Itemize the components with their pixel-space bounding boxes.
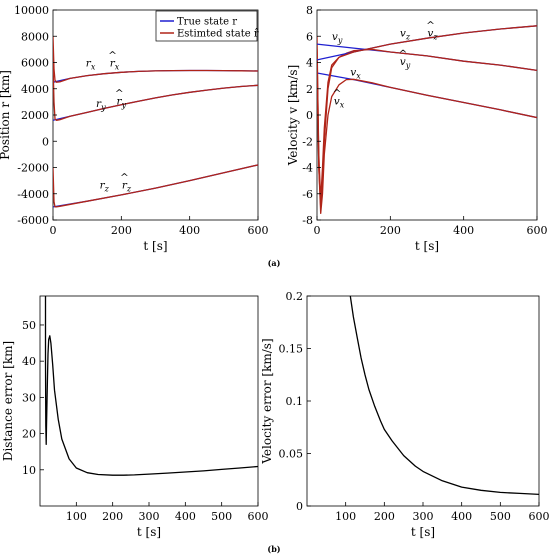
y-axis-label: Distance error [km]	[1, 341, 15, 461]
x-tick-label: 200	[380, 224, 401, 237]
y-axis-label: Position r [km]	[0, 70, 12, 160]
y-tick-label: 8000	[21, 30, 49, 43]
y-axis-label: Velocity v [km/s]	[286, 65, 300, 167]
x-axis-label: t [s]	[411, 525, 435, 539]
hat-accent: ^	[120, 172, 129, 184]
x-tick-label: 600	[527, 224, 548, 237]
y-tick-label: 4000	[21, 83, 49, 96]
y-tick-label: 0	[306, 109, 313, 122]
x-tick-label: 500	[490, 510, 511, 523]
x-tick-label: 600	[529, 510, 550, 523]
x-tick-label: 400	[179, 224, 200, 237]
series-line-5	[53, 164, 258, 208]
y-tick-label: 4	[306, 57, 313, 70]
series-annotation: rz	[100, 180, 110, 194]
series-line-5	[317, 25, 537, 208]
series-group	[44, 296, 258, 476]
x-tick-label: 0	[314, 224, 321, 237]
y-tick-label: 0	[296, 500, 303, 513]
hat-accent: ^	[333, 88, 342, 100]
legend-label: True state r	[177, 17, 237, 28]
y-tick-label: -4	[302, 162, 313, 175]
x-tick-label: 300	[413, 510, 434, 523]
x-tick-label: 300	[139, 510, 160, 523]
series-line-4	[53, 164, 258, 208]
y-tick-label: -6	[302, 188, 313, 201]
series-annotation: rz	[122, 180, 132, 194]
series-group	[53, 36, 258, 208]
chart-distance-error: 100 200 300 400 500 600 10 20 30 40 50 t [s] Distanc…	[1, 295, 269, 539]
series-line-1	[317, 36, 537, 215]
y-tick-label: 2000	[21, 109, 49, 122]
series-annotation: vx	[334, 96, 345, 110]
x-tick-label: 600	[248, 224, 269, 237]
chart-position: 0 200 400 600 -6000 -4000 -2000 0 2000 4000 6000 80…	[0, 4, 269, 253]
plot-frame	[306, 295, 540, 507]
series-annotation: vy	[400, 56, 411, 70]
hat-accent: ^	[115, 88, 124, 100]
x-tick-label: 400	[451, 510, 472, 523]
y-tick-label: -2000	[17, 162, 49, 175]
y-tick-label: 6	[306, 30, 313, 43]
series-annotation: vz	[400, 27, 411, 41]
y-tick-label: 8	[306, 4, 313, 17]
y-tick-label: 2	[306, 83, 313, 96]
series-annotation: ry	[117, 96, 127, 110]
y-tick-label: 0.15	[279, 343, 304, 356]
panel-label-b: (b)	[267, 544, 280, 554]
legend-box	[155, 10, 258, 42]
x-axis-label: t [s]	[143, 239, 167, 253]
x-tick-label: 100	[335, 510, 356, 523]
chart-velocity-error: 100 200 300 400 500 600 0 0.05 0.1 0.15 0.2 t [s] Ve…	[260, 290, 550, 539]
y-tick-label: 0	[42, 135, 49, 148]
hat-accent: ^	[108, 49, 117, 61]
series-annotation: vy	[332, 31, 343, 45]
series-line-2	[53, 84, 258, 121]
x-axis-label: t [s]	[415, 239, 439, 253]
y-tick-label: 40	[22, 355, 36, 368]
x-tick-label: 400	[453, 224, 474, 237]
series-annotation: vz	[427, 27, 438, 41]
y-tick-label: 30	[22, 391, 36, 404]
x-tick-label: 400	[175, 510, 196, 523]
x-tick-label: 200	[111, 224, 132, 237]
series-annotation: ry	[96, 98, 106, 112]
y-tick-label: -6000	[17, 214, 49, 227]
y-tick-label: 6000	[21, 57, 49, 70]
y-tick-label: 0.05	[279, 448, 304, 461]
x-tick-label: 500	[211, 510, 232, 523]
x-axis-label: t [s]	[137, 525, 161, 539]
y-tick-label: 20	[22, 428, 36, 441]
x-tick-label: 600	[248, 510, 269, 523]
y-tick-label: 10000	[14, 4, 49, 17]
chart-velocity: 0 200 400 600 -8 -6 -4 -2 0 2 4 6 8 t [s] Velocity v […	[286, 4, 548, 253]
y-tick-label: -8	[302, 214, 313, 227]
series-line-0	[349, 296, 539, 496]
legend-label: Estimted state r̂	[177, 29, 259, 40]
series-line-1	[53, 36, 258, 83]
y-tick-label: 0.2	[286, 290, 304, 303]
series-line-3	[53, 62, 258, 121]
series-annotation: rx	[110, 57, 120, 71]
x-tick-label: 200	[102, 510, 123, 523]
y-tick-label: 10	[22, 464, 36, 477]
series-group	[317, 25, 537, 215]
y-tick-label: -2	[302, 135, 313, 148]
x-tick-label: 100	[66, 510, 87, 523]
series-annotation: vx	[350, 67, 361, 81]
x-tick-label: 0	[50, 224, 57, 237]
series-annotation: rx	[86, 57, 96, 71]
y-tick-label: 50	[22, 319, 36, 332]
hat-accent: ^	[426, 19, 435, 31]
series-group	[349, 296, 539, 496]
panel-label-a: (a)	[268, 258, 281, 268]
plot-frame	[316, 9, 538, 221]
y-axis-label: Velocity error [km/s]	[260, 338, 274, 464]
hat-accent: ^	[399, 48, 408, 60]
x-tick-label: 200	[374, 510, 395, 523]
y-tick-label: -4000	[17, 188, 49, 201]
y-tick-label: 0.1	[286, 395, 304, 408]
series-line-0	[44, 296, 258, 476]
